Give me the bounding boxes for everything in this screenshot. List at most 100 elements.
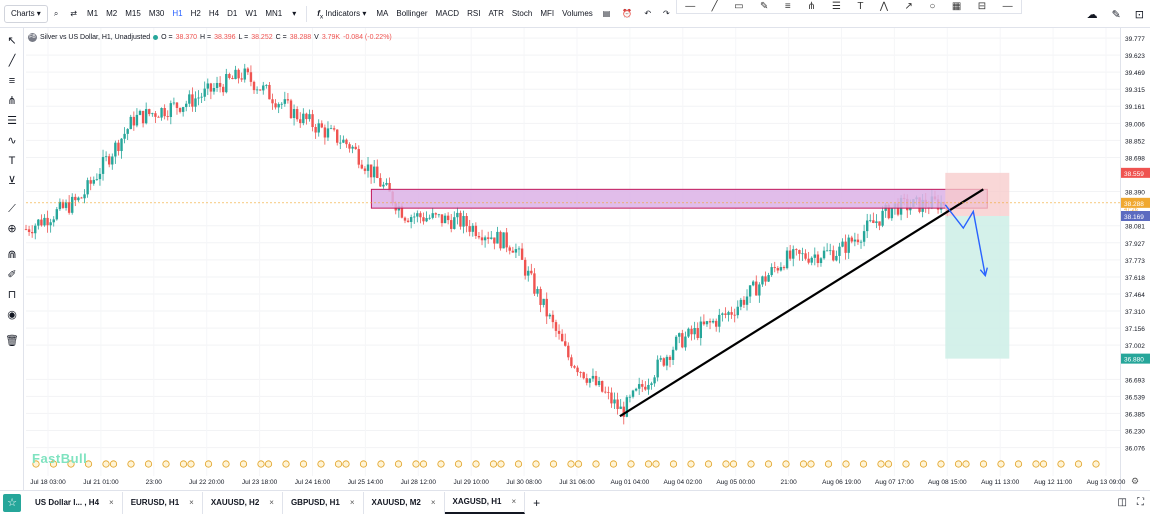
close-icon[interactable]: × [269, 497, 274, 507]
indicator-macd[interactable]: MACD [435, 8, 460, 18]
brush-icon[interactable]: ✎ [760, 0, 769, 12]
edit-icon[interactable]: ✎ [1111, 8, 1121, 21]
close-icon[interactable]: × [511, 496, 517, 506]
time-tick-label: Jul 29 10:00 [453, 479, 489, 486]
timeframe-h2[interactable]: H2 [190, 8, 201, 18]
time-tick-label: 23:00 [146, 479, 163, 486]
indicator-rsi[interactable]: RSI [467, 8, 481, 18]
chart-tab[interactable]: EURUSD, H1 × [123, 491, 203, 514]
candle-body [129, 116, 132, 130]
chart-tab[interactable]: XAUUSD, M2 × [364, 491, 445, 514]
charts-menu-button[interactable]: Charts ▾ [4, 4, 48, 23]
expand-icon[interactable]: ⊻ [7, 175, 17, 187]
pattern-icon[interactable]: ∿ [7, 135, 17, 147]
compare-icon[interactable]: ⇄ [70, 8, 77, 18]
indicator-ma[interactable]: MA [376, 8, 389, 18]
trash-icon[interactable]: 🗑 [5, 335, 19, 347]
timeframe-d1[interactable]: D1 [227, 8, 238, 18]
candle-body [548, 314, 552, 317]
timeframe-w1[interactable]: W1 [245, 8, 258, 18]
search-icon[interactable]: ⌕ [53, 8, 59, 18]
close-icon[interactable]: × [189, 497, 194, 507]
indicator-volumes[interactable]: Volumes [562, 8, 593, 18]
lock-drawing-icon[interactable]: ✐ [7, 269, 17, 281]
candle-body [468, 226, 471, 232]
candle-body [172, 102, 176, 104]
candle-body [625, 397, 629, 417]
fullscreen-icon[interactable]: ⊡ [1134, 8, 1144, 21]
pitchfork-icon[interactable]: ⋔ [7, 95, 17, 107]
timeframe-m30[interactable]: M30 [148, 8, 165, 18]
close-icon[interactable]: × [430, 497, 436, 507]
trend-line-icon[interactable]: ╱ [8, 55, 16, 67]
timeframe-m1[interactable]: M1 [87, 8, 99, 18]
undo-icon[interactable]: ↶ [644, 8, 652, 18]
price-tick-label: 39.623 [1125, 53, 1145, 60]
redo-icon[interactable]: ↷ [663, 8, 670, 18]
indicators-button[interactable]: fx Indicators ▾ [317, 8, 367, 21]
candle-body [342, 139, 345, 143]
lock-icon[interactable]: ⊓ [7, 289, 17, 301]
charts-label: Charts [11, 8, 35, 18]
fullscreen-toggle-icon[interactable]: ⛶ [1137, 497, 1144, 508]
zoom-in-icon[interactable]: ⊕ [7, 223, 17, 235]
arrow-icon[interactable]: ↗ [904, 0, 913, 12]
rectangle-icon[interactable]: ▭ [734, 0, 744, 12]
horizontal-lines-icon[interactable]: ≡ [8, 75, 16, 87]
pattern-icon[interactable]: ⋀ [879, 0, 889, 12]
cursor-icon[interactable]: ↖ [7, 35, 17, 47]
chart-tab[interactable]: XAGUSD, H1 × [444, 491, 526, 514]
timeframe-m15[interactable]: M15 [125, 8, 141, 18]
timeframe-h1[interactable]: H1 [172, 8, 183, 18]
levels-icon[interactable]: ⊟ [977, 0, 987, 12]
timeframe-dropdown-icon[interactable]: ▾ [292, 8, 297, 18]
layout-icon[interactable]: ▤ [602, 8, 611, 18]
fibonacci-icon[interactable]: ☰ [7, 115, 17, 127]
channel-icon[interactable]: ☰ [831, 0, 841, 12]
timeframe-h4[interactable]: H4 [208, 8, 220, 18]
candle-body [604, 391, 607, 393]
timeframe-m2[interactable]: M2 [106, 8, 118, 18]
ruler-icon[interactable]: ⟋ [8, 203, 16, 215]
close-icon[interactable]: × [349, 497, 355, 507]
chart-tab[interactable]: GBPUSD, H1 × [283, 491, 364, 514]
cloud-icon[interactable]: ☁ [1086, 8, 1098, 21]
add-tab-button[interactable]: + [533, 495, 541, 510]
chart-tab[interactable]: US Dollar I... , H4 × [27, 491, 123, 514]
trend-line-icon[interactable]: ╱ [711, 0, 718, 12]
indicator-bollinger[interactable]: Bollinger [396, 8, 428, 18]
star-icon[interactable]: ☆ [3, 493, 21, 512]
indicator-mfi[interactable]: MFI [540, 8, 555, 18]
chart-tab[interactable]: XAUUSD, H2 × [203, 491, 283, 514]
stop-price-badge-bg [1121, 167, 1150, 178]
candle-body [360, 164, 364, 169]
event-marker-icon [489, 460, 498, 468]
indicator-stoch[interactable]: Stoch [511, 8, 533, 18]
price-chart[interactable]: 39.777 39.623 39.469 39.315 39.161 39.006 38.8… [0, 28, 1150, 490]
event-marker-icon [609, 460, 618, 468]
candle-body [511, 250, 515, 253]
text-tool-icon[interactable]: T [8, 155, 16, 167]
event-marker-icon [567, 460, 575, 468]
alert-icon[interactable]: ⏰ [622, 8, 633, 18]
candle-body [326, 128, 330, 138]
indicators-label: Indicators [325, 8, 361, 18]
event-marker-icon [437, 460, 445, 468]
symbol-title[interactable]: Silver vs US Dollar, H1, Unadjusted [40, 34, 151, 41]
layout-split-icon[interactable]: ◫ [1117, 497, 1127, 508]
horizontal-line-icon[interactable]: — [685, 0, 696, 12]
indicator-atr[interactable]: ATR [488, 8, 504, 18]
visibility-icon[interactable]: ◉ [7, 309, 17, 321]
candle-body [554, 322, 558, 331]
fib-icon[interactable]: ≡ [784, 0, 791, 12]
close-icon[interactable]: × [109, 497, 114, 507]
measure-icon[interactable]: ▦ [951, 0, 962, 12]
line-icon[interactable]: — [1002, 0, 1013, 12]
timeframe-mn1[interactable]: MN1 [265, 8, 283, 18]
text-icon[interactable]: T [857, 0, 864, 12]
bottom-tab-bar: ☆ US Dollar I... , H4 × EURUSD, H1 × XAUUSD,… [0, 490, 1150, 514]
pitchfork-icon[interactable]: ⋔ [807, 0, 816, 12]
magnet-icon[interactable]: ⋒ [7, 249, 17, 261]
circle-icon[interactable]: ○ [929, 0, 936, 12]
event-marker-icon [782, 460, 790, 468]
